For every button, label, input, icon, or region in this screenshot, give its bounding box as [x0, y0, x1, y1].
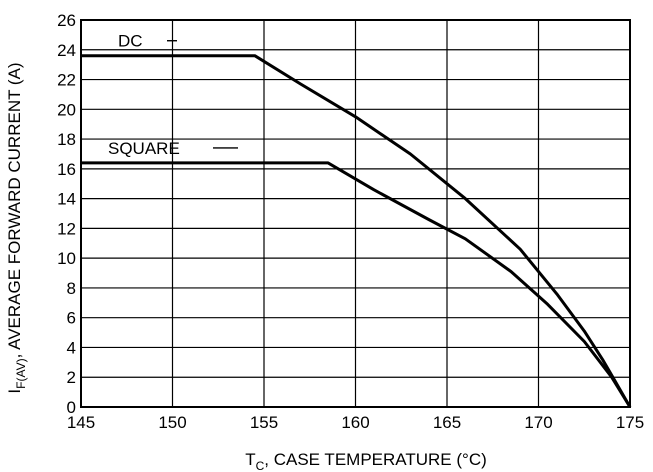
- series-labels: DC SQUARE: [108, 32, 238, 158]
- y-tick-label: 8: [67, 279, 76, 298]
- x-tick-label: 155: [250, 413, 278, 432]
- x-tick-label: 145: [67, 413, 95, 432]
- x-axis-title-subscript: C: [256, 459, 265, 472]
- x-tick-label: 165: [433, 413, 461, 432]
- x-tick-label: 170: [524, 413, 552, 432]
- y-axis-title-main: I: [5, 389, 24, 394]
- x-axis-title-main: T: [245, 450, 255, 469]
- y-tick-label: 24: [57, 41, 76, 60]
- series-label-square: SQUARE: [108, 139, 180, 158]
- x-axis-title: TC, CASE TEMPERATURE (°C): [245, 450, 487, 472]
- y-tick-label: 4: [67, 338, 76, 357]
- y-tick-label: 14: [57, 190, 76, 209]
- y-tick-label: 16: [57, 160, 76, 179]
- curves: [81, 54, 632, 408]
- grid: [80, 19, 631, 408]
- x-tick-label: 160: [341, 413, 369, 432]
- x-tick-label: 175: [616, 413, 644, 432]
- y-tick-label: 2: [67, 368, 76, 387]
- x-tick-labels: 145 150 155 160 165 170 175: [67, 413, 644, 432]
- y-tick-label: 18: [57, 130, 76, 149]
- x-axis-title-rest: , CASE TEMPERATURE (°C): [264, 450, 486, 469]
- y-tick-label: 26: [57, 11, 76, 30]
- y-tick-label: 6: [67, 309, 76, 328]
- y-tick-label: 22: [57, 71, 76, 90]
- y-axis-title: IF(AV), AVERAGE FORWARD CURRENT (A): [5, 62, 28, 393]
- y-tick-label: 20: [57, 100, 76, 119]
- y-tick-label: 10: [57, 249, 76, 268]
- y-tick-label: 0: [67, 398, 76, 417]
- series-line-square: [81, 161, 632, 408]
- series-line-dc: [81, 54, 632, 408]
- plot-frame: [80, 19, 631, 408]
- x-tick-label: 150: [158, 413, 186, 432]
- y-tick-label: 12: [57, 219, 76, 238]
- series-label-dc: DC: [118, 32, 143, 51]
- y-axis-title-subscript: F(AV): [14, 358, 28, 388]
- y-axis-title-rest: , AVERAGE FORWARD CURRENT (A): [5, 62, 24, 358]
